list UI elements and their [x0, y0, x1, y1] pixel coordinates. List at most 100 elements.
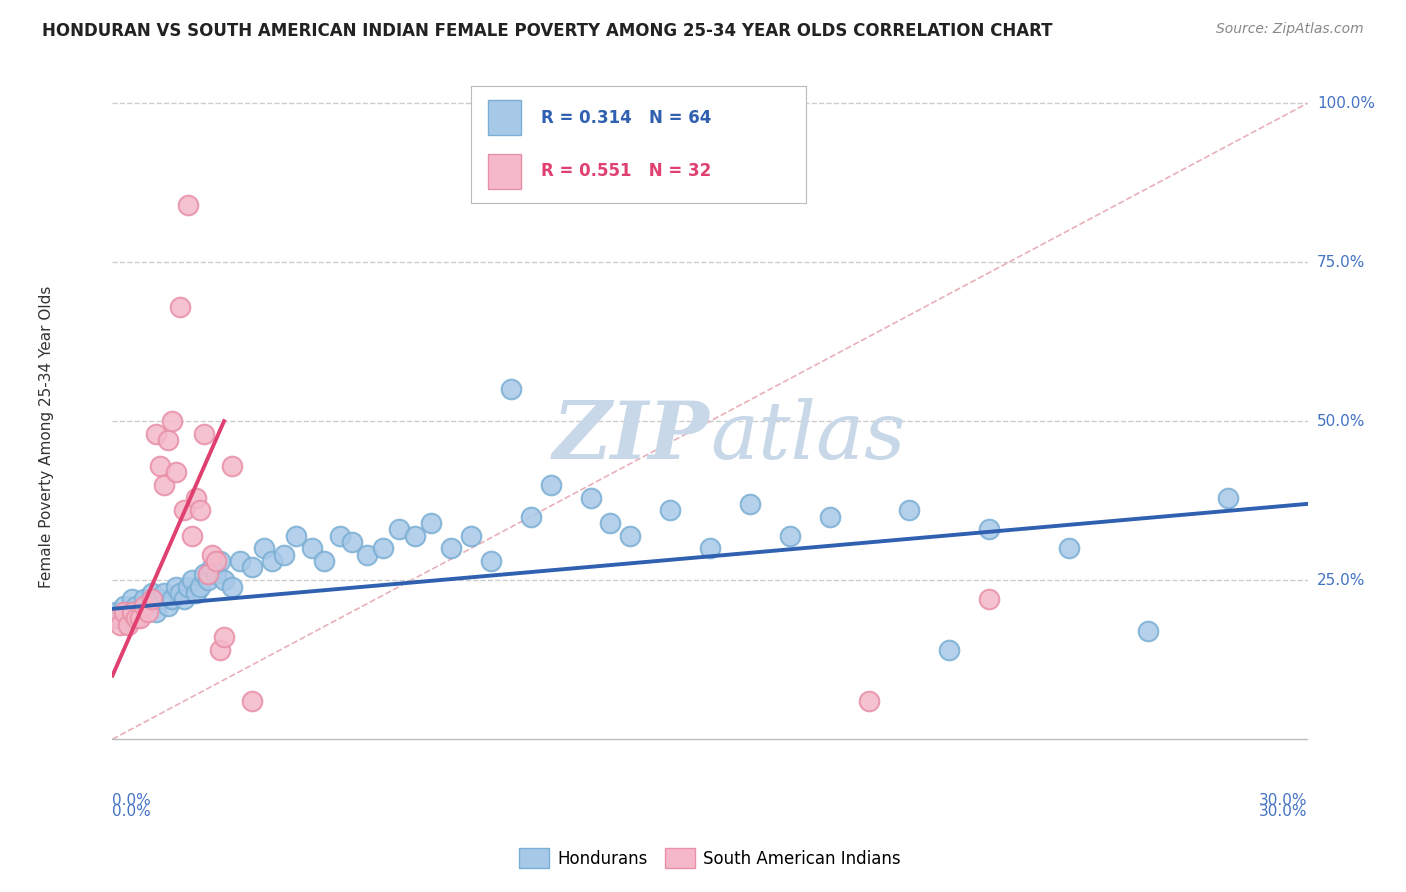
Text: atlas: atlas [710, 399, 905, 475]
Point [699, 541, 721, 556]
Point [229, 554, 252, 568]
Point [141, 586, 163, 600]
Point [121, 605, 143, 619]
Point [157, 599, 180, 613]
Point [153, 477, 176, 491]
Point [105, 605, 128, 619]
Point [977, 522, 1000, 536]
Point [177, 580, 200, 594]
Point [162, 592, 183, 607]
Point [340, 535, 363, 549]
Point [149, 458, 172, 473]
Point [240, 560, 263, 574]
Point [201, 548, 224, 562]
Point [579, 491, 602, 505]
Point [240, 694, 263, 708]
Point [129, 611, 152, 625]
Point [129, 605, 152, 619]
Point [779, 529, 801, 543]
Point [209, 643, 232, 657]
Point [260, 554, 283, 568]
Point [479, 554, 502, 568]
Point [1057, 541, 1080, 556]
Point [977, 592, 1000, 607]
Text: 100.0%: 100.0% [1317, 95, 1375, 111]
Point [134, 599, 156, 613]
Point [221, 458, 243, 473]
Point [440, 541, 463, 556]
Point [738, 497, 761, 511]
Point [520, 509, 543, 524]
Point [186, 586, 208, 600]
Point [157, 434, 180, 448]
Point [110, 611, 132, 625]
Point [221, 580, 243, 594]
Point [818, 509, 841, 524]
Point [141, 592, 163, 607]
Point [197, 566, 219, 581]
Point [117, 617, 139, 632]
Point [165, 465, 187, 479]
Point [193, 566, 215, 581]
Point [329, 529, 352, 543]
Text: Source: ZipAtlas.com: Source: ZipAtlas.com [1216, 22, 1364, 37]
Point [169, 300, 191, 314]
Point [186, 491, 208, 505]
Point [619, 529, 641, 543]
Point [312, 554, 335, 568]
Text: 50.0%: 50.0% [1317, 414, 1365, 429]
Point [205, 554, 228, 568]
Text: Female Poverty Among 25-34 Year Olds: Female Poverty Among 25-34 Year Olds [39, 286, 55, 588]
Point [125, 611, 148, 625]
Text: 30.0%: 30.0% [1260, 793, 1308, 808]
Point [153, 586, 176, 600]
Point [1216, 491, 1239, 505]
Point [540, 477, 562, 491]
Text: 25.0%: 25.0% [1317, 573, 1365, 588]
Point [373, 541, 395, 556]
Point [212, 631, 235, 645]
Point [898, 503, 921, 517]
Point [188, 580, 211, 594]
Point [138, 605, 160, 619]
Point [420, 516, 443, 530]
Point [173, 503, 195, 517]
Legend: Hondurans, South American Indians: Hondurans, South American Indians [513, 841, 907, 875]
Text: ZIP: ZIP [553, 399, 710, 475]
Point [181, 529, 204, 543]
Point [145, 605, 167, 619]
Point [169, 586, 191, 600]
Point [177, 198, 200, 212]
Point [284, 529, 307, 543]
Point [499, 383, 522, 397]
Point [134, 592, 156, 607]
Point [273, 548, 295, 562]
Point [173, 592, 195, 607]
Point [138, 599, 160, 613]
Point [659, 503, 682, 517]
Point [181, 573, 204, 587]
Point [121, 592, 143, 607]
Point [193, 426, 215, 441]
Point [162, 414, 183, 428]
Point [404, 529, 426, 543]
Point [938, 643, 960, 657]
Text: 30.0%: 30.0% [1260, 805, 1308, 819]
Point [125, 599, 148, 613]
Point [165, 580, 187, 594]
Point [105, 611, 128, 625]
Point [114, 605, 135, 619]
Point [301, 541, 323, 556]
Point [356, 548, 378, 562]
Point [197, 573, 219, 587]
Point [253, 541, 276, 556]
Point [388, 522, 411, 536]
Point [201, 560, 224, 574]
Point [212, 573, 235, 587]
Text: 75.0%: 75.0% [1317, 255, 1365, 269]
Point [460, 529, 482, 543]
Point [858, 694, 880, 708]
Point [188, 503, 211, 517]
Text: HONDURAN VS SOUTH AMERICAN INDIAN FEMALE POVERTY AMONG 25-34 YEAR OLDS CORRELATI: HONDURAN VS SOUTH AMERICAN INDIAN FEMALE… [42, 22, 1053, 40]
Point [1137, 624, 1160, 638]
